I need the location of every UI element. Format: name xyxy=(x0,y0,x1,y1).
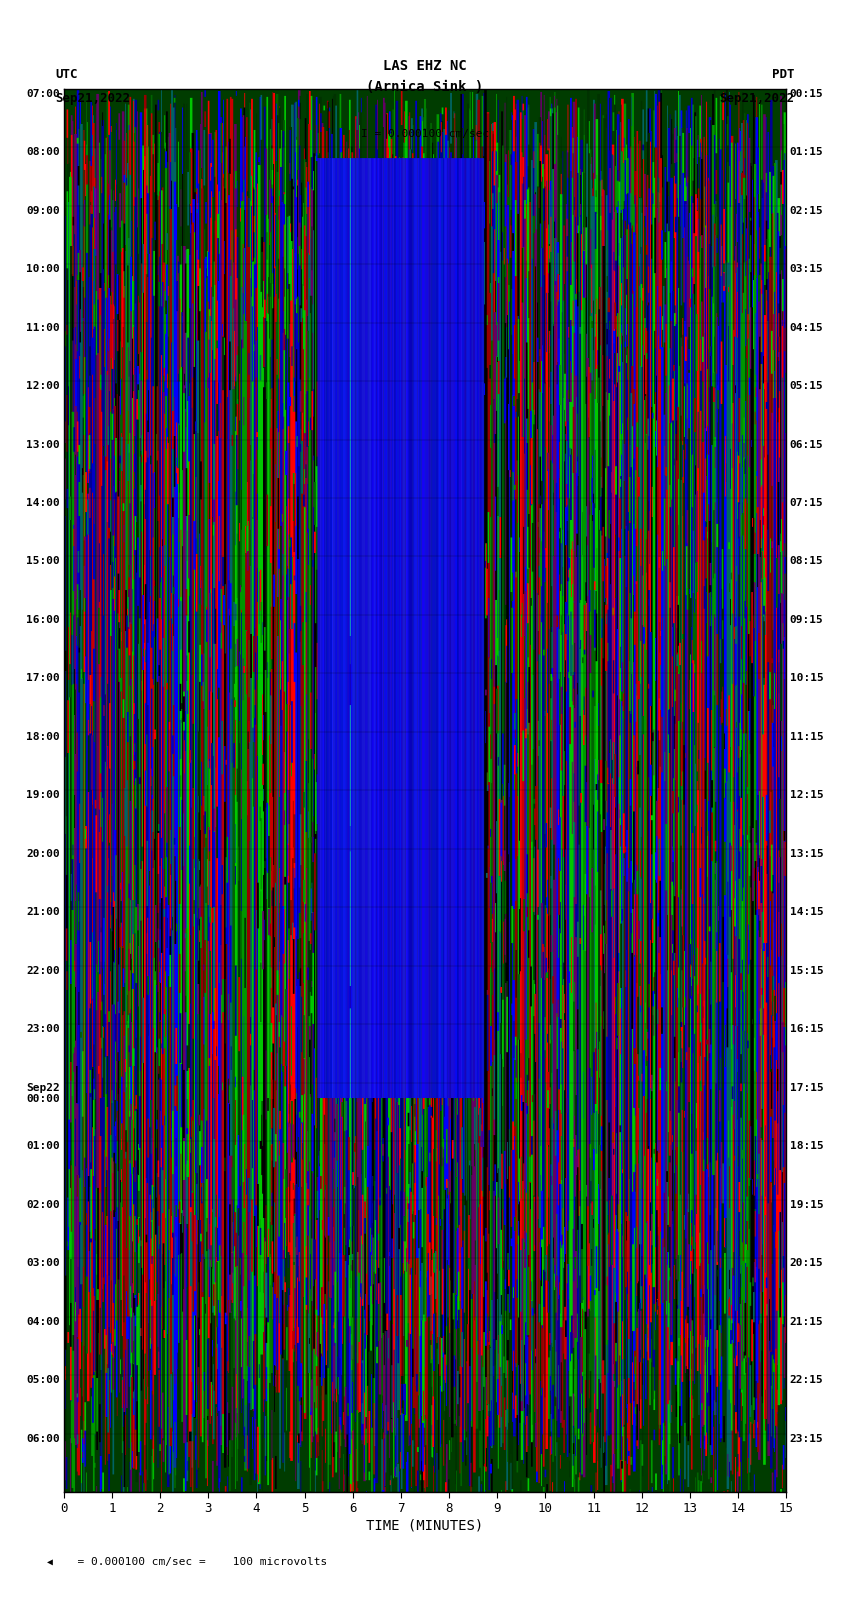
Text: 05:15: 05:15 xyxy=(790,381,824,390)
Text: 00:15: 00:15 xyxy=(790,89,824,98)
Text: (Arnica Sink ): (Arnica Sink ) xyxy=(366,79,484,94)
Text: UTC: UTC xyxy=(55,68,77,81)
Text: = 0.000100 cm/sec =    100 microvolts: = 0.000100 cm/sec = 100 microvolts xyxy=(64,1557,327,1566)
Text: 22:00: 22:00 xyxy=(26,966,60,976)
Text: 09:00: 09:00 xyxy=(26,206,60,216)
Text: 10:00: 10:00 xyxy=(26,265,60,274)
Text: 22:15: 22:15 xyxy=(790,1374,824,1386)
Text: 12:00: 12:00 xyxy=(26,381,60,390)
Text: 02:00: 02:00 xyxy=(26,1200,60,1210)
Text: 07:15: 07:15 xyxy=(790,498,824,508)
Text: 17:15: 17:15 xyxy=(790,1082,824,1092)
Text: 16:15: 16:15 xyxy=(790,1024,824,1034)
Text: 10:15: 10:15 xyxy=(790,674,824,684)
Text: 03:15: 03:15 xyxy=(790,265,824,274)
Text: Sep22
00:00: Sep22 00:00 xyxy=(26,1082,60,1105)
Text: 14:15: 14:15 xyxy=(790,907,824,918)
Text: I = 0.000100 cm/sec: I = 0.000100 cm/sec xyxy=(361,129,489,139)
Text: 01:00: 01:00 xyxy=(26,1142,60,1152)
Text: 18:15: 18:15 xyxy=(790,1142,824,1152)
Text: 15:00: 15:00 xyxy=(26,556,60,566)
Text: 06:15: 06:15 xyxy=(790,440,824,450)
Text: 12:15: 12:15 xyxy=(790,790,824,800)
Text: 08:15: 08:15 xyxy=(790,556,824,566)
Text: 04:15: 04:15 xyxy=(790,323,824,332)
Text: 21:15: 21:15 xyxy=(790,1316,824,1326)
Text: 08:00: 08:00 xyxy=(26,147,60,156)
Text: 13:00: 13:00 xyxy=(26,440,60,450)
Text: Sep21,2022: Sep21,2022 xyxy=(720,92,795,105)
Text: 01:15: 01:15 xyxy=(790,147,824,156)
Text: 19:00: 19:00 xyxy=(26,790,60,800)
Text: 16:00: 16:00 xyxy=(26,615,60,624)
Text: 23:15: 23:15 xyxy=(790,1434,824,1444)
Text: 11:15: 11:15 xyxy=(790,732,824,742)
Text: 14:00: 14:00 xyxy=(26,498,60,508)
Text: 19:15: 19:15 xyxy=(790,1200,824,1210)
Text: LAS EHZ NC: LAS EHZ NC xyxy=(383,58,467,73)
Text: 03:00: 03:00 xyxy=(26,1258,60,1268)
X-axis label: TIME (MINUTES): TIME (MINUTES) xyxy=(366,1518,484,1532)
Text: 23:00: 23:00 xyxy=(26,1024,60,1034)
Text: 11:00: 11:00 xyxy=(26,323,60,332)
Text: 21:00: 21:00 xyxy=(26,907,60,918)
Text: ◀: ◀ xyxy=(47,1557,53,1566)
Text: 04:00: 04:00 xyxy=(26,1316,60,1326)
Text: 09:15: 09:15 xyxy=(790,615,824,624)
Text: 15:15: 15:15 xyxy=(790,966,824,976)
Text: 18:00: 18:00 xyxy=(26,732,60,742)
Text: 20:15: 20:15 xyxy=(790,1258,824,1268)
Text: Sep21,2022: Sep21,2022 xyxy=(55,92,130,105)
Text: 20:00: 20:00 xyxy=(26,848,60,858)
Text: 06:00: 06:00 xyxy=(26,1434,60,1444)
Text: PDT: PDT xyxy=(773,68,795,81)
Text: 13:15: 13:15 xyxy=(790,848,824,858)
Text: 17:00: 17:00 xyxy=(26,674,60,684)
Text: 07:00: 07:00 xyxy=(26,89,60,98)
Text: 02:15: 02:15 xyxy=(790,206,824,216)
Text: 05:00: 05:00 xyxy=(26,1374,60,1386)
